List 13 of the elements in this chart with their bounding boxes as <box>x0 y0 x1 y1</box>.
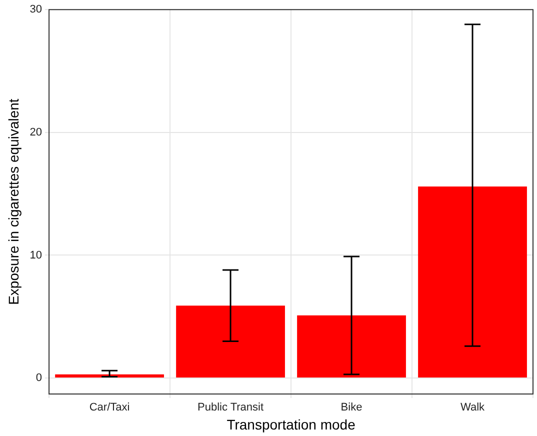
y-axis-title: Exposure in cigarettes equivalent <box>5 98 22 305</box>
bar <box>418 186 527 378</box>
x-tick-label: Car/Taxi <box>89 402 130 414</box>
y-tick-label: 30 <box>30 4 42 16</box>
y-tick-label: 10 <box>30 249 42 262</box>
y-tick-label: 20 <box>30 126 42 138</box>
x-tick-label: Walk <box>460 402 486 414</box>
bar <box>176 306 285 378</box>
y-tick-label: 0 <box>36 372 42 384</box>
x-axis-title: Transportation mode <box>226 416 356 432</box>
bar <box>297 315 406 378</box>
x-tick-label: Public Transit <box>198 402 264 414</box>
x-tick-label: Bike <box>340 402 362 414</box>
